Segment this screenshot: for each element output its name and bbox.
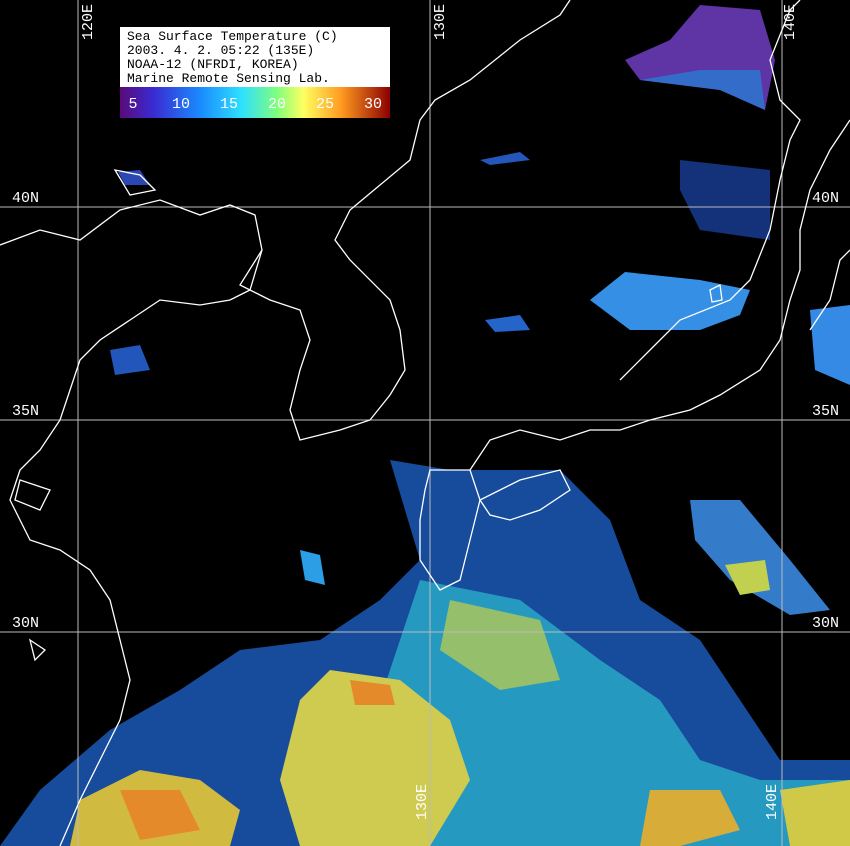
scale-label: 10 [172,96,190,113]
lat-label: 40N [12,190,39,207]
scale-label: 5 [128,96,137,113]
lon-label: 140E [764,784,781,820]
lat-label: 30N [12,615,39,632]
legend-line: 2003. 4. 2. 05:22 (135E) [127,43,314,58]
scale-label: 25 [316,96,334,113]
legend-box [120,27,390,87]
legend: Sea Surface Temperature (C) 2003. 4. 2. … [120,27,390,118]
legend-line: Marine Remote Sensing Lab. [127,71,330,86]
grid-labels: 120E 130E 140E 130E 140E 40N 35N 30N 40N… [12,4,839,820]
legend-line: Sea Surface Temperature (C) [127,29,338,44]
color-scale-labels: 5 10 15 20 25 30 [128,96,382,113]
scale-label: 30 [364,96,382,113]
lon-label: 120E [80,4,97,40]
scale-label: 20 [268,96,286,113]
lat-label: 40N [812,190,839,207]
lat-label: 30N [812,615,839,632]
lon-label: 130E [414,784,431,820]
lat-label: 35N [12,403,39,420]
lat-label: 35N [812,403,839,420]
lon-label: 140E [782,4,799,40]
sst-patches [0,5,850,846]
scale-label: 15 [220,96,238,113]
lon-label: 130E [432,4,449,40]
color-bar [120,87,390,118]
legend-line: NOAA-12 (NFRDI, KOREA) [127,57,299,72]
